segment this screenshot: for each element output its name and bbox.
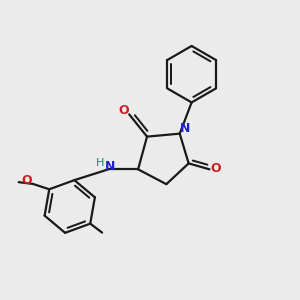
- Text: O: O: [21, 175, 32, 188]
- Text: O: O: [118, 104, 129, 117]
- Text: N: N: [180, 122, 190, 135]
- Text: N: N: [105, 160, 116, 173]
- Text: H: H: [96, 158, 104, 168]
- Text: O: O: [211, 162, 221, 175]
